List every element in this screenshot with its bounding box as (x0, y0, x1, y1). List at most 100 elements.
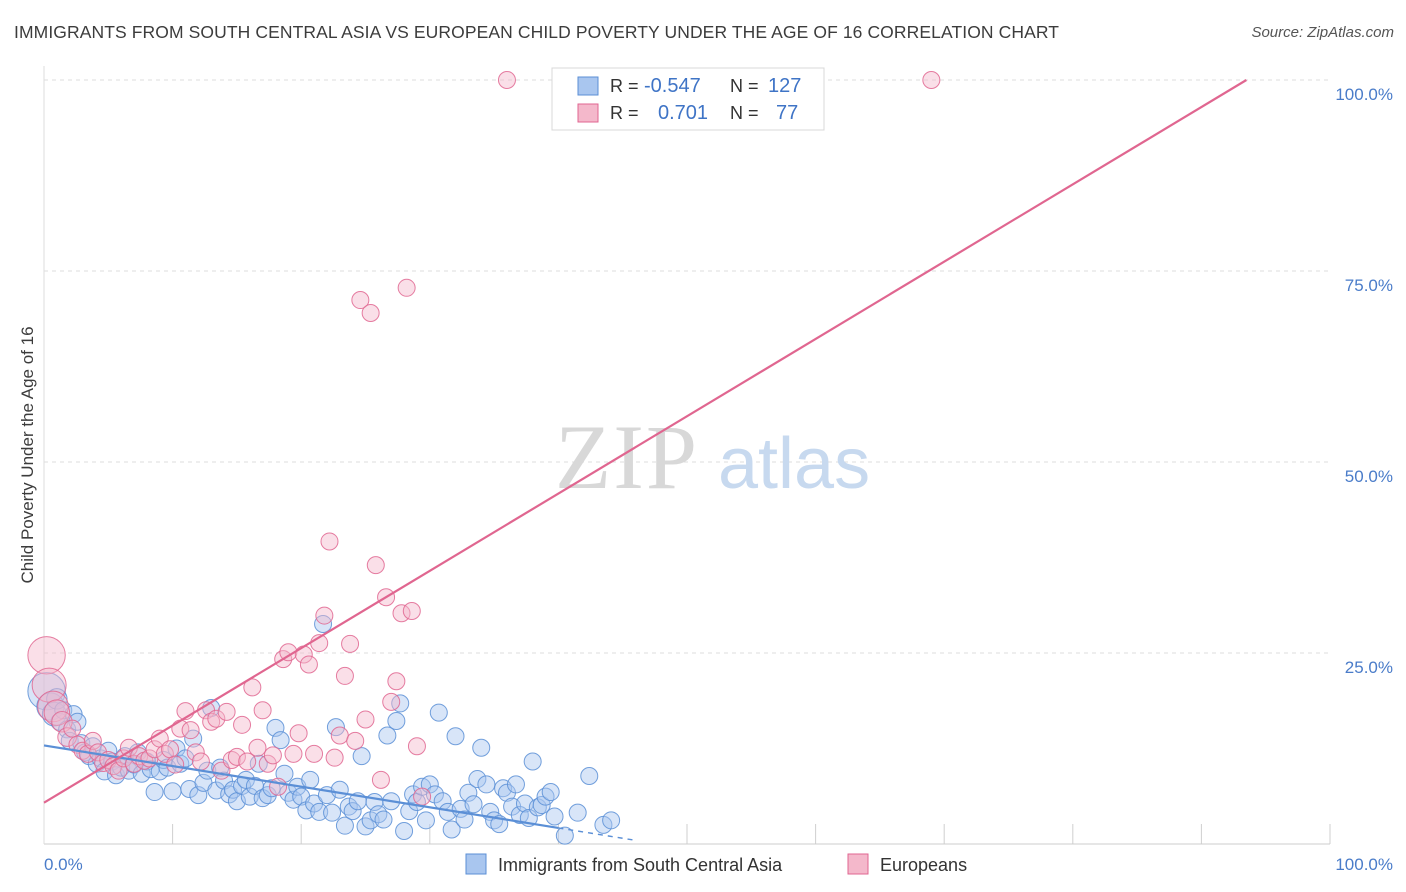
point-immigrants (459, 783, 478, 802)
point-europeans (922, 71, 941, 89)
point-immigrants (275, 764, 294, 783)
y-tick-label: 100.0% (1335, 85, 1393, 104)
stats-r-value-1: 0.701 (658, 102, 708, 124)
point-europeans (335, 666, 354, 685)
point-europeans (248, 738, 267, 757)
point-immigrants (301, 770, 320, 789)
point-europeans (299, 655, 318, 674)
point-immigrants (506, 775, 525, 794)
point-immigrants (262, 779, 281, 798)
point-europeans (191, 752, 210, 771)
point-europeans (279, 643, 298, 662)
point-europeans (320, 532, 339, 551)
point-europeans (263, 746, 282, 765)
point-immigrants (176, 749, 195, 768)
point-immigrants (580, 767, 599, 786)
point-europeans (51, 711, 73, 733)
point-immigrants (323, 803, 342, 822)
point-immigrants (163, 782, 182, 801)
point-immigrants (532, 796, 551, 815)
point-europeans (83, 731, 102, 750)
point-immigrants (343, 802, 362, 821)
y-tick-label: 75.0% (1345, 276, 1393, 295)
point-europeans (315, 606, 334, 625)
point-immigrants (335, 816, 354, 835)
point-immigrants (395, 822, 414, 841)
bottom-legend: Immigrants from South Central Asia Europ… (465, 853, 967, 875)
point-immigrants (387, 711, 406, 730)
point-immigrants (541, 783, 560, 802)
stats-n-value-0: 127 (768, 75, 801, 97)
point-europeans (413, 787, 432, 806)
point-immigrants (253, 789, 272, 808)
point-europeans (217, 702, 236, 721)
point-europeans (233, 715, 252, 734)
point-immigrants (145, 783, 164, 802)
point-immigrants (167, 739, 186, 758)
x-tick-label: 100.0% (1335, 855, 1393, 874)
point-europeans (181, 721, 200, 740)
point-europeans (387, 672, 406, 691)
point-europeans (202, 712, 221, 731)
point-immigrants (352, 747, 371, 766)
point-europeans (497, 71, 516, 89)
point-europeans (269, 777, 288, 796)
stats-swatch-blue (577, 76, 599, 96)
point-europeans (253, 701, 272, 720)
point-europeans (57, 727, 77, 747)
stats-legend: R = -0.547 N = 127 R = 0.701 N = 77 (551, 67, 825, 131)
point-europeans (305, 744, 324, 763)
stats-n-label-0: N = (730, 76, 759, 96)
point-europeans (402, 601, 421, 620)
point-europeans (161, 740, 180, 759)
trend-line-immigrants-extension (558, 827, 636, 842)
point-europeans (207, 709, 226, 728)
stats-n-label-1: N = (730, 103, 759, 123)
y-tick-label: 25.0% (1345, 658, 1393, 677)
point-immigrants (416, 811, 435, 830)
point-immigrants (271, 731, 290, 750)
point-immigrants (326, 718, 345, 737)
legend-label-immigrants: Immigrants from South Central Asia (498, 855, 783, 875)
legend-swatch-immigrants (465, 853, 487, 875)
stats-n-value-1: 77 (776, 102, 798, 124)
point-immigrants (602, 811, 621, 830)
point-immigrants (378, 726, 397, 745)
point-immigrants (310, 802, 329, 821)
point-immigrants (472, 738, 491, 757)
point-immigrants (555, 826, 574, 845)
point-europeans (238, 752, 257, 771)
axes: 25.0% 50.0% 75.0% 100.0% 0.0% 100.0% (43, 66, 1393, 874)
point-europeans (325, 748, 344, 767)
point-immigrants (391, 694, 410, 713)
point-immigrants (224, 780, 243, 799)
point-immigrants (240, 787, 259, 806)
trend-lines (43, 79, 1247, 842)
point-europeans (382, 692, 401, 711)
point-immigrants (305, 794, 324, 813)
legend-label-europeans: Europeans (880, 855, 967, 875)
point-immigrants (468, 770, 487, 789)
trend-line-europeans (43, 79, 1247, 804)
watermark-zip: ZIP (555, 406, 699, 508)
point-europeans (366, 556, 385, 575)
point-europeans (330, 726, 349, 745)
point-europeans (371, 770, 390, 789)
point-europeans (68, 735, 87, 754)
point-europeans (284, 744, 303, 763)
point-immigrants (400, 802, 419, 821)
point-immigrants (249, 754, 268, 773)
watermark: ZIP atlas (555, 406, 870, 508)
point-europeans (243, 678, 262, 697)
point-europeans (145, 740, 164, 759)
point-immigrants (545, 807, 564, 826)
source-label: Source: ZipAtlas.com (1251, 24, 1394, 41)
point-europeans (27, 636, 66, 675)
point-immigrants (356, 817, 375, 836)
point-europeans (258, 754, 277, 773)
point-immigrants (442, 820, 461, 839)
point-europeans (341, 634, 360, 653)
x-tick-label: 0.0% (44, 855, 83, 874)
stats-r-label-0: R = (610, 76, 639, 96)
